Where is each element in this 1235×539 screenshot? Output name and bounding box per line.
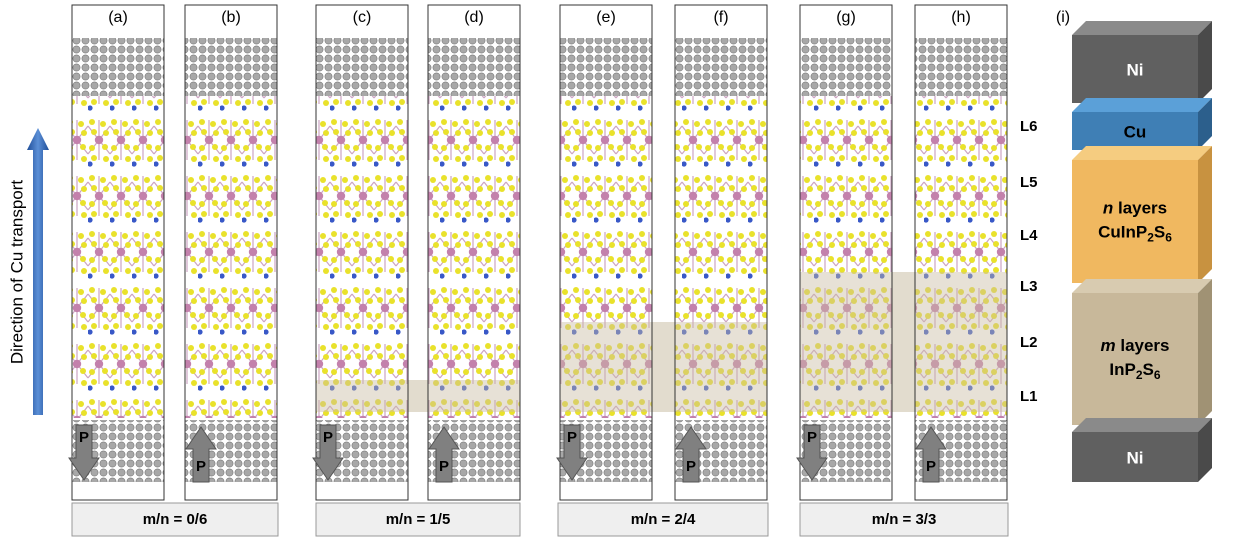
layer-label: L1 [1020, 388, 1038, 405]
atoms-layers [185, 96, 277, 418]
atoms-layers [316, 96, 408, 418]
block-top [1072, 146, 1212, 160]
atoms-top [428, 38, 520, 96]
panel-label: (f) [713, 9, 728, 26]
band [316, 380, 408, 412]
layer-label: L5 [1020, 174, 1038, 191]
atoms-top [915, 38, 1007, 96]
figure: (a) P (b) P (c) P (d) P (e) P (f) P (g) P (h) P Directi… [0, 0, 1235, 539]
polarization-label: P [439, 458, 449, 475]
block-formula: InP2S6 [1109, 360, 1160, 382]
atoms-top [560, 38, 652, 96]
formula-part: InP [1109, 360, 1135, 379]
panel-label: (i) [1056, 9, 1070, 26]
atoms-top [316, 38, 408, 96]
transport-arrow [27, 128, 49, 415]
band [675, 322, 767, 412]
block-text: layers [1120, 336, 1169, 355]
formula-part: 6 [1165, 231, 1172, 245]
polarization-label: P [686, 458, 696, 475]
atoms-layers [72, 96, 164, 418]
panel-label: (e) [596, 9, 616, 26]
block-label: Ni [1127, 448, 1144, 467]
block-var: m [1100, 336, 1115, 355]
block-label: Ni [1127, 60, 1144, 79]
block-side [1198, 21, 1212, 103]
band [915, 272, 1007, 412]
block-front [1072, 293, 1198, 425]
atoms-top [185, 38, 277, 96]
band [800, 272, 892, 412]
formula-part: CuInP [1098, 223, 1147, 242]
group-label: m/n = 2/4 [631, 511, 696, 528]
atoms-top [675, 38, 767, 96]
polarization-label: P [196, 458, 206, 475]
group-label: m/n = 1/5 [386, 511, 451, 528]
block-top [1072, 21, 1212, 35]
panel-label: (b) [221, 9, 241, 26]
block-side [1198, 279, 1212, 425]
block-label: Cu [1124, 122, 1147, 141]
layer-label: L3 [1020, 278, 1038, 295]
group-label: m/n = 0/6 [143, 511, 208, 528]
formula-part: 6 [1154, 368, 1161, 382]
panel-label: (c) [353, 9, 372, 26]
block-top [1072, 98, 1212, 112]
layer-label: L2 [1020, 334, 1038, 351]
group-label: m/n = 3/3 [872, 511, 937, 528]
panel-label: (h) [951, 9, 971, 26]
panels: (a) P (b) P (c) P (d) P (e) P (f) P (g) P (h) P [69, 5, 1007, 500]
layer-label: L6 [1020, 118, 1038, 135]
block-top [1072, 279, 1212, 293]
panel-label: (a) [108, 9, 128, 26]
formula-part: S [1154, 223, 1165, 242]
polarization-label: P [807, 429, 817, 446]
block-var: n [1103, 199, 1113, 218]
atoms-top [72, 38, 164, 96]
polarization-label: P [926, 458, 936, 475]
axis-label: Direction of Cu transport [7, 180, 26, 365]
block-formula: CuInP2S6 [1098, 223, 1172, 245]
formula-part: S [1143, 360, 1154, 379]
block-front [1072, 160, 1198, 283]
block-label: n layers [1103, 199, 1167, 218]
polarization-label: P [323, 429, 333, 446]
block-text: layers [1118, 199, 1167, 218]
panel-label: (d) [464, 9, 484, 26]
band [560, 322, 652, 412]
atoms-top [800, 38, 892, 96]
block-side [1198, 146, 1212, 283]
block-label: m layers [1100, 336, 1169, 355]
band [428, 380, 520, 412]
polarization-label: P [79, 429, 89, 446]
panel-label: (g) [836, 9, 856, 26]
block-top [1072, 418, 1212, 432]
atoms-layers [428, 96, 520, 418]
layer-label: L4 [1020, 227, 1038, 244]
polarization-label: P [567, 429, 577, 446]
